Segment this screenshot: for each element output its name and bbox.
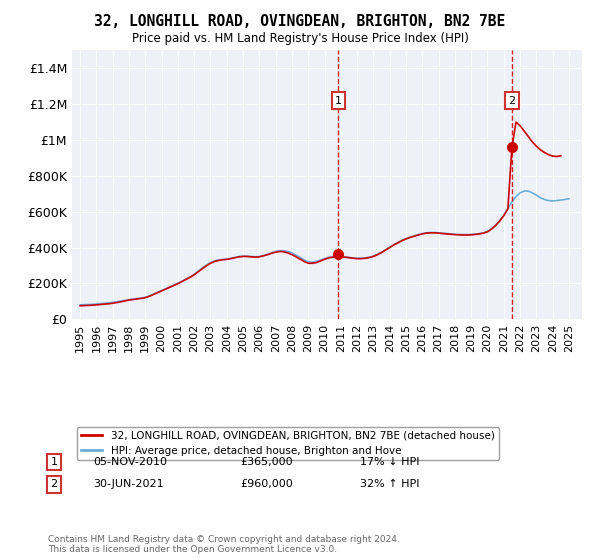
Text: 05-NOV-2010: 05-NOV-2010: [93, 457, 167, 467]
Text: 17% ↓ HPI: 17% ↓ HPI: [360, 457, 419, 467]
Legend: 32, LONGHILL ROAD, OVINGDEAN, BRIGHTON, BN2 7BE (detached house), HPI: Average p: 32, LONGHILL ROAD, OVINGDEAN, BRIGHTON, …: [77, 427, 499, 460]
Text: 2: 2: [50, 479, 58, 489]
Text: 1: 1: [50, 457, 58, 467]
Text: 1: 1: [335, 96, 342, 106]
Text: 2: 2: [508, 96, 515, 106]
Text: 32, LONGHILL ROAD, OVINGDEAN, BRIGHTON, BN2 7BE: 32, LONGHILL ROAD, OVINGDEAN, BRIGHTON, …: [94, 14, 506, 29]
Text: Price paid vs. HM Land Registry's House Price Index (HPI): Price paid vs. HM Land Registry's House …: [131, 32, 469, 45]
Text: £365,000: £365,000: [240, 457, 293, 467]
Text: Contains HM Land Registry data © Crown copyright and database right 2024.
This d: Contains HM Land Registry data © Crown c…: [48, 535, 400, 554]
Text: 32% ↑ HPI: 32% ↑ HPI: [360, 479, 419, 489]
Text: £960,000: £960,000: [240, 479, 293, 489]
Text: 30-JUN-2021: 30-JUN-2021: [93, 479, 164, 489]
